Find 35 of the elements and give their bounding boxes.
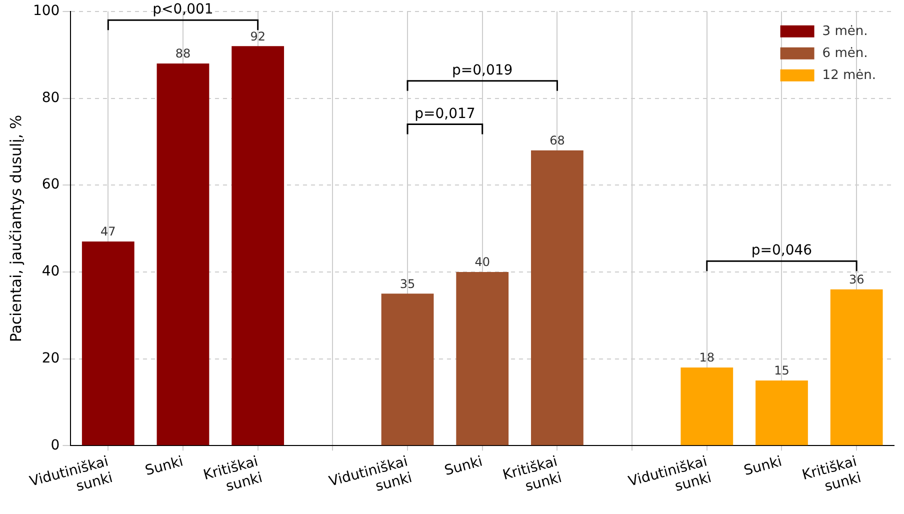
bar: [381, 294, 434, 446]
y-tick-label: 60: [42, 176, 60, 193]
annotation: p<0,001: [152, 2, 214, 18]
bar: [456, 272, 509, 446]
data-label: 40: [474, 255, 490, 270]
data-label: 88: [175, 46, 191, 61]
data-label: 68: [550, 133, 565, 148]
bar: [232, 46, 284, 446]
data-label: 15: [774, 364, 790, 378]
bar: [531, 150, 584, 446]
y-tick-label: 80: [42, 90, 60, 106]
bar: [156, 64, 210, 446]
data-label: 18: [699, 350, 715, 365]
data-label: 36: [848, 272, 864, 286]
x-tick-label: Sunki: [742, 454, 784, 480]
bar: [82, 242, 134, 446]
x-tick-label: Sunki: [144, 454, 185, 480]
data-label: 92: [250, 29, 266, 44]
legend-label: 3 mėn.: [822, 24, 868, 39]
annotation: p=0,019: [452, 62, 513, 79]
y-tick-label: 20: [42, 350, 60, 366]
annotation: p=0,017: [414, 106, 476, 122]
bar: [830, 289, 883, 446]
y-tick-label: 40: [42, 264, 60, 280]
bar: [680, 367, 734, 446]
y-tick-label: 100: [32, 3, 60, 20]
annotation: p=0,046: [751, 242, 812, 259]
legend-label: 12 mėn.: [822, 68, 876, 83]
bar: [756, 380, 808, 446]
data-label: 47: [100, 224, 116, 239]
legend-label: 6 mėn.: [822, 46, 868, 61]
x-tick-label: Sunki: [442, 454, 484, 480]
y-tick-label: 0: [50, 437, 60, 454]
y-axis-title: Pacientai, jaučiantys dusulį, %: [6, 114, 25, 342]
data-label: 35: [400, 276, 416, 291]
